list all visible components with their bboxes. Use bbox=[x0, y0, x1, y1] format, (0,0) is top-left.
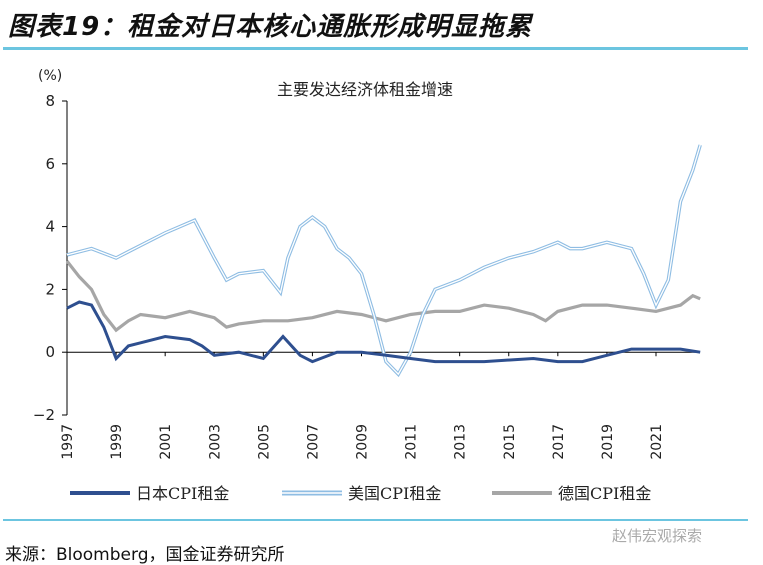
x-tick-label: 2005 bbox=[256, 424, 272, 460]
watermark: 赵伟宏观探索 bbox=[612, 527, 703, 545]
x-tick-label: 2013 bbox=[453, 424, 469, 460]
x-tick-label: 2003 bbox=[207, 424, 223, 460]
x-tick-label: 2001 bbox=[158, 424, 174, 460]
legend-label-us: 美国CPI租金 bbox=[348, 484, 441, 503]
x-tick-label: 1999 bbox=[109, 424, 125, 460]
source-note: 来源：Bloomberg，国金证券研究所 bbox=[5, 545, 285, 565]
y-tick-label: 8 bbox=[45, 92, 55, 110]
legend-label-japan: 日本CPI租金 bbox=[136, 484, 229, 503]
x-tick-label: 2007 bbox=[305, 424, 321, 460]
y-tick-label: 0 bbox=[45, 343, 55, 361]
top-divider bbox=[3, 47, 748, 50]
y-tick-label: 2 bbox=[45, 280, 55, 298]
x-tick-label: 2015 bbox=[502, 424, 518, 460]
y-tick-label: 6 bbox=[45, 155, 55, 173]
x-tick-label: 2021 bbox=[649, 424, 665, 460]
x-tick-label: 1997 bbox=[60, 424, 76, 460]
series-line-japan bbox=[66, 300, 701, 364]
legend-label-germany: 德国CPI租金 bbox=[558, 484, 651, 503]
series-line-us-outline bbox=[66, 144, 702, 378]
y-unit-label: (%) bbox=[38, 68, 62, 84]
series-line-germany bbox=[65, 260, 701, 333]
y-tick-label: 4 bbox=[45, 218, 55, 236]
x-tick-label: 2019 bbox=[600, 424, 616, 460]
x-tick-label: 2011 bbox=[404, 424, 420, 460]
x-tick-label: 2017 bbox=[551, 424, 567, 460]
figure-title: 图表19：租金对日本核心通胀形成明显拖累 bbox=[8, 12, 533, 42]
x-tick-label: 2009 bbox=[355, 424, 371, 460]
bottom-divider bbox=[3, 519, 748, 521]
y-tick-label: −2 bbox=[33, 406, 55, 424]
chart-title: 主要发达经济体租金增速 bbox=[277, 80, 453, 99]
series-line-us bbox=[66, 144, 701, 376]
